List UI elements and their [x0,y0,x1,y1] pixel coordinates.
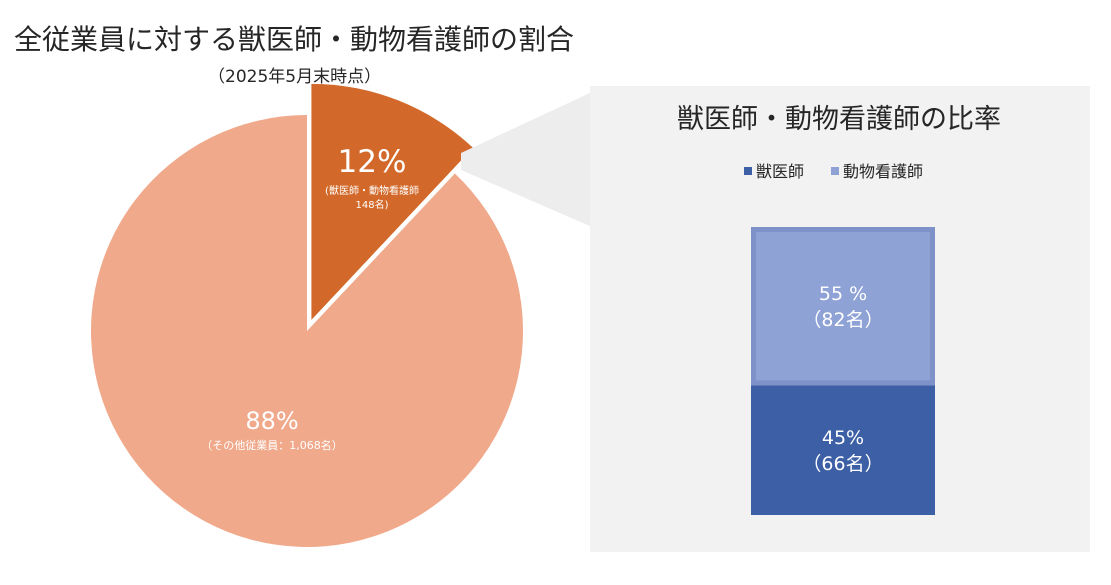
bar-label-nurse-pct: 55 % [819,283,867,305]
pie-bar-connector [461,92,592,227]
pie-slice-vet-nurse [311,83,473,320]
page-subtitle: （2025年5月末時点） [208,67,382,87]
bar-label-vet-pct: 45% [822,427,864,449]
bar-label-nurse-count: （82名） [802,309,883,331]
pie-label-vet-nurse-pct: 12% [338,144,407,180]
pie-slice-others [91,115,524,547]
pie-label-vet-nurse-count: 148名) [356,198,389,211]
legend-label-vet: 獣医師 [756,162,804,181]
page-title: 全従業員に対する獣医師・動物看護師の割合 [14,23,575,56]
pie-label-others-desc: （その他従業員：1,068名） [201,438,343,452]
bar-chart-title: 獣医師・動物看護師の比率 [677,104,1001,135]
pie-label-vet-nurse-desc: (獣医師・動物看護師 [325,184,419,197]
pie-label-others-pct: 88% [245,407,298,435]
bar-segment-vet [751,385,935,515]
legend-swatch-vet [744,167,752,175]
legend-label-nurse: 動物看護師 [843,162,923,181]
bar-segment-nurse [756,232,930,381]
bar-label-vet-count: （66名） [802,453,883,475]
legend-swatch-nurse [831,167,839,175]
